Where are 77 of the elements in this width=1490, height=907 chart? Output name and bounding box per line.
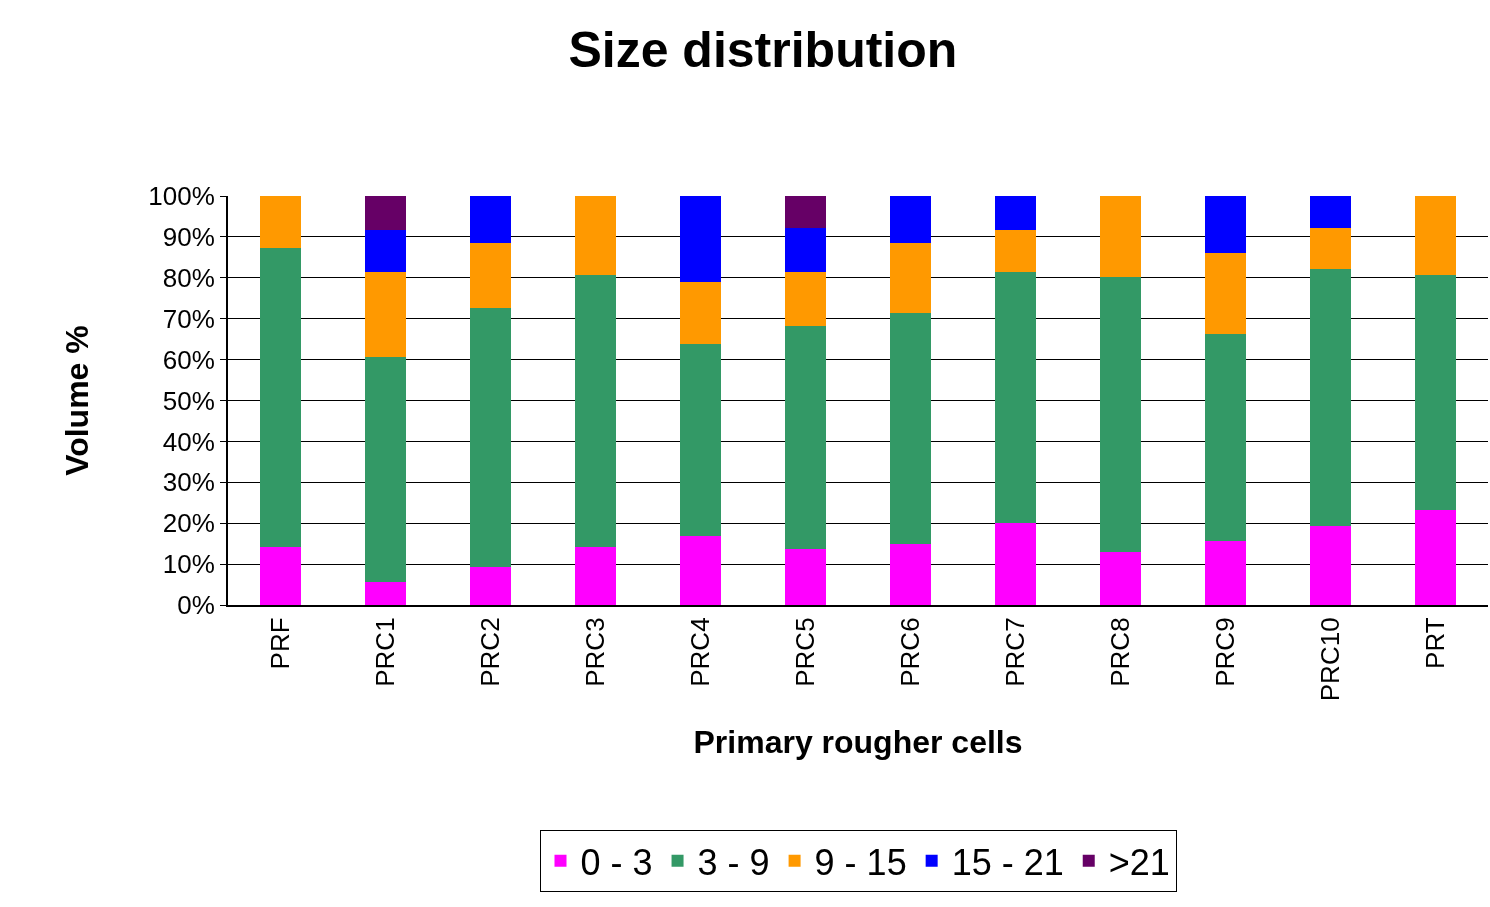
bar [260, 247, 301, 547]
y-tick-label: 30% [162, 467, 215, 498]
bar [260, 196, 301, 248]
x-tick-label: PRC10 [1314, 617, 1345, 702]
bar [1310, 268, 1351, 527]
bar [785, 227, 826, 273]
x-tick-label: PRC7 [999, 617, 1030, 687]
bar [1415, 196, 1456, 275]
x-tick-label: PRT [1419, 617, 1450, 669]
x-tick-label: PRC3 [579, 617, 610, 687]
y-tick-label: 90% [162, 222, 215, 252]
bar [995, 196, 1036, 230]
x-tick-label: PRC8 [1104, 617, 1135, 687]
bar [785, 548, 826, 605]
bar [1205, 333, 1246, 541]
bar [890, 544, 931, 605]
bar [785, 326, 826, 549]
y-axis-title: Volume % [59, 325, 96, 476]
y-tick-label: 10% [162, 549, 215, 580]
bar [365, 272, 406, 358]
legend-label: 15 - 21 [951, 841, 1064, 883]
legend-label: 3 - 9 [697, 841, 770, 883]
bar [680, 535, 721, 605]
bar [890, 312, 931, 545]
x-tick-label: PRC4 [684, 617, 715, 687]
bar [995, 272, 1036, 523]
bar [995, 522, 1036, 605]
bar [1100, 276, 1141, 552]
y-tick-label: 70% [162, 303, 215, 334]
x-tick-label: PRC2 [474, 617, 505, 687]
bar [890, 243, 931, 313]
x-tick-label: PRC9 [1209, 617, 1240, 687]
bar [575, 274, 616, 547]
legend-label: 9 - 15 [814, 841, 907, 883]
bar [680, 196, 721, 282]
bar [575, 546, 616, 605]
bar [680, 344, 721, 536]
bar [470, 566, 511, 605]
bar [1205, 540, 1246, 605]
bar [470, 308, 511, 567]
bar [785, 272, 826, 327]
y-tick-label: 50% [162, 385, 215, 416]
bar [995, 229, 1036, 273]
bar [365, 582, 406, 605]
y-tick-label: 40% [162, 426, 215, 457]
bar [365, 229, 406, 273]
x-tick-label: PRC6 [894, 617, 925, 687]
y-tick-label: 100% [148, 181, 215, 212]
bar [1415, 510, 1456, 605]
bar [890, 196, 931, 244]
bar [1310, 227, 1351, 269]
y-tick-label: 20% [162, 508, 215, 539]
bar [365, 357, 406, 583]
bar [1205, 252, 1246, 334]
legend-label: 0 - 3 [580, 841, 653, 883]
bar [1100, 551, 1141, 605]
legend-label: >21 [1108, 841, 1170, 883]
bar [470, 196, 511, 244]
bar [365, 196, 406, 230]
bar [1310, 196, 1351, 228]
bar [260, 546, 301, 605]
y-tick-label: 0% [177, 590, 215, 621]
bar [470, 243, 511, 309]
bar [680, 281, 721, 345]
x-tick-label: PRC5 [789, 617, 820, 687]
chart-title: Size distribution [568, 21, 958, 78]
y-tick-label: 80% [162, 262, 215, 293]
y-tick-label: 60% [162, 344, 215, 375]
bar [785, 196, 826, 228]
bar [1100, 196, 1141, 277]
x-tick-label: PRF [264, 617, 295, 670]
bar [575, 196, 616, 275]
bar [1310, 526, 1351, 605]
x-axis-title: Primary rougher cells [693, 723, 1023, 760]
x-tick-label: PRC1 [369, 617, 400, 687]
bar [1415, 274, 1456, 511]
bar [1205, 196, 1246, 253]
